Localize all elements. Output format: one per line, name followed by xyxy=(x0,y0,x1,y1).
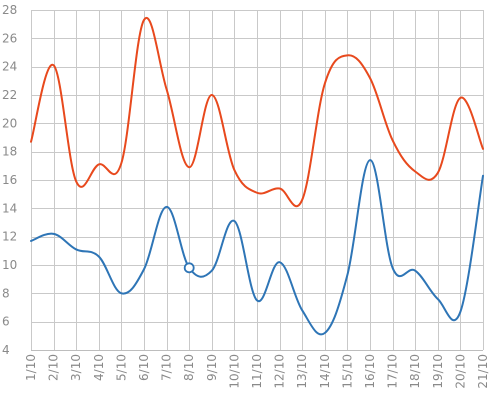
y-tick-label: 22 xyxy=(2,88,17,102)
x-tick-label: 12/10 xyxy=(273,354,287,389)
y-tick-labels: 4 6 8 10 12 14 16 18 20 22 24 26 28 xyxy=(2,3,17,357)
x-tick-label: 15/10 xyxy=(340,354,354,389)
y-tick-label: 12 xyxy=(2,230,17,244)
x-tick-label: 11/10 xyxy=(250,354,264,389)
x-tick-label: 8/10 xyxy=(182,354,196,381)
x-tick-label: 14/10 xyxy=(318,354,332,389)
x-tick-label: 17/10 xyxy=(386,354,400,389)
y-tick-label: 26 xyxy=(2,31,17,45)
x-tick-labels: 1/10 2/10 3/10 4/10 5/10 6/10 7/10 8/10 9/10 10/1… xyxy=(24,354,490,389)
y-tick-label: 4 xyxy=(2,343,10,357)
x-tick-label: 13/10 xyxy=(295,354,309,389)
x-tick-label: 10/10 xyxy=(227,354,241,389)
highlight-markers[interactable] xyxy=(183,262,195,274)
series-line-1 xyxy=(30,16,484,208)
x-tick-label: 4/10 xyxy=(92,354,106,381)
series-lines xyxy=(30,16,484,336)
x-tick-label: 16/10 xyxy=(363,354,377,389)
x-tick-label: 21/10 xyxy=(476,354,490,389)
x-tick-label: 9/10 xyxy=(205,354,219,381)
x-tick-label: 19/10 xyxy=(431,354,445,389)
data-point-marker[interactable] xyxy=(183,262,195,274)
y-tick-label: 18 xyxy=(2,145,17,159)
y-tick-label: 16 xyxy=(2,173,17,187)
x-tick-label: 3/10 xyxy=(69,354,83,381)
y-tick-label: 20 xyxy=(2,116,17,130)
y-tick-label: 6 xyxy=(2,315,10,329)
x-tick-label: 7/10 xyxy=(160,354,174,381)
x-tick-label: 2/10 xyxy=(47,354,61,381)
series-line-2 xyxy=(30,159,484,336)
grid xyxy=(31,10,484,351)
x-tick-label: 6/10 xyxy=(137,354,151,381)
x-tick-label: 18/10 xyxy=(408,354,422,389)
y-tick-label: 14 xyxy=(2,201,17,215)
x-tick-label: 5/10 xyxy=(114,354,128,381)
y-tick-label: 8 xyxy=(2,286,10,300)
y-tick-label: 24 xyxy=(2,60,17,74)
x-tick-label: 1/10 xyxy=(24,354,38,381)
y-tick-label: 10 xyxy=(2,258,17,272)
x-tick-label: 20/10 xyxy=(453,354,467,389)
y-tick-label: 28 xyxy=(2,3,17,17)
